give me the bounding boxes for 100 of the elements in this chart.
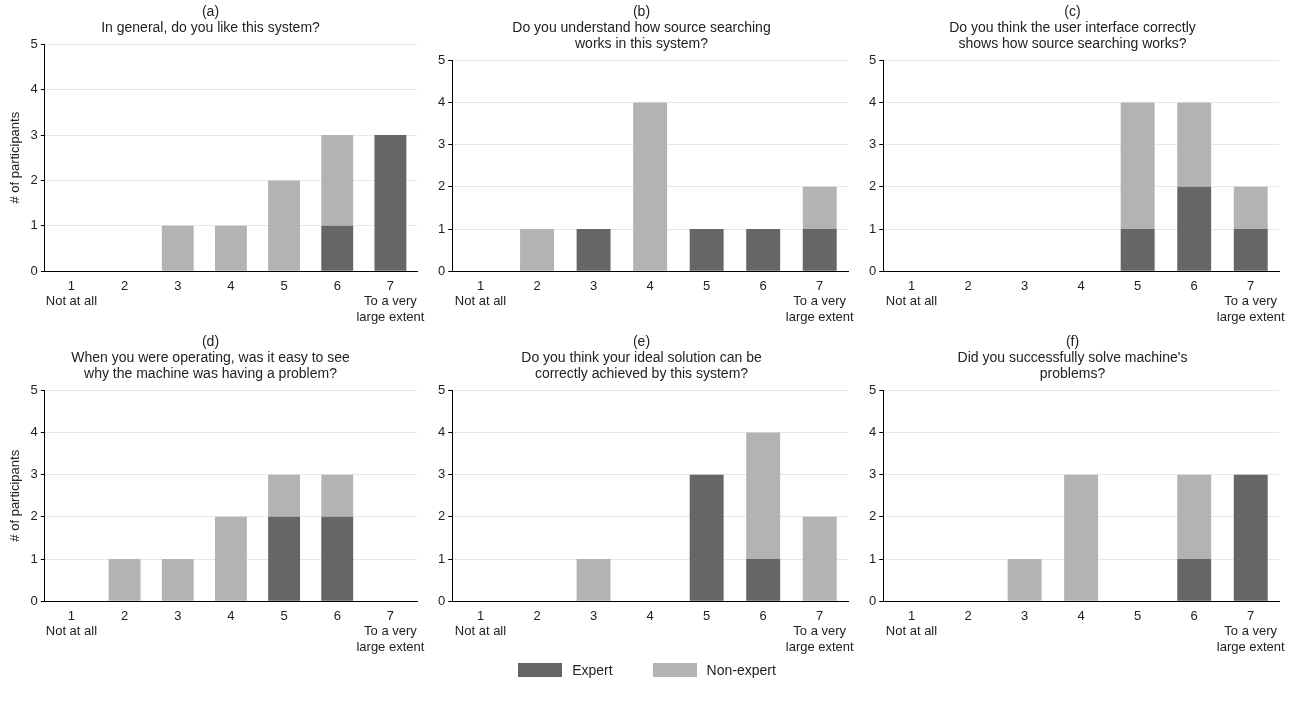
y-tick-label: 2 xyxy=(30,171,38,187)
x-tick-label: 6 xyxy=(759,607,767,623)
y-tick-label: 5 xyxy=(438,381,446,397)
y-tick-label: 1 xyxy=(438,550,446,566)
x-tick-label: 3 xyxy=(174,607,182,623)
y-tick-label: 3 xyxy=(438,466,446,482)
x-tick-label: 6 xyxy=(1190,607,1198,623)
y-tick-label: 3 xyxy=(869,136,877,152)
bar xyxy=(576,559,611,601)
y-tick-label: 3 xyxy=(869,466,877,482)
x-tick-label: 3 xyxy=(1020,277,1029,293)
bar xyxy=(802,186,837,230)
bar xyxy=(321,225,354,271)
x-tick-label: 2 xyxy=(120,607,129,623)
bar xyxy=(1120,229,1155,271)
y-tick-label: 1 xyxy=(869,550,877,566)
x-tick-label: 7 To a very large extent xyxy=(785,277,855,324)
chart-title: (b) xyxy=(632,2,651,19)
x-tick-label: 6 xyxy=(759,277,767,293)
y-tick-label: 5 xyxy=(869,51,877,67)
x-tick-label: 2 xyxy=(120,277,129,293)
x-tick-label: 1 Not at all xyxy=(45,277,98,309)
bar xyxy=(214,516,247,601)
y-tick-label: 5 xyxy=(30,381,38,397)
bar xyxy=(802,229,837,271)
bar xyxy=(321,135,354,226)
y-tick-label: 2 xyxy=(30,508,38,524)
bar xyxy=(1120,102,1155,230)
y-tick-label: 4 xyxy=(869,94,877,110)
y-tick-label: 0 xyxy=(30,262,38,278)
x-tick-label: 4 xyxy=(227,607,235,623)
bar xyxy=(802,516,837,601)
y-tick-label: 1 xyxy=(30,550,38,566)
x-tick-label: 2 xyxy=(964,277,972,293)
x-tick-label: 4 xyxy=(227,277,235,293)
bar xyxy=(268,516,301,601)
bar xyxy=(321,474,354,517)
y-tick-label: 3 xyxy=(30,466,38,482)
y-tick-label: 0 xyxy=(438,262,446,278)
x-tick-label: 2 xyxy=(533,277,541,293)
x-tick-label: 1 Not at all xyxy=(454,607,507,639)
y-tick-label: 3 xyxy=(30,126,38,142)
chart-subtitle: Did you successfully solve machine's problems? xyxy=(957,349,1188,382)
chart-subtitle: When you were operating, was it easy to see why the machine was having a problem? xyxy=(71,349,351,382)
y-tick-label: 2 xyxy=(438,508,446,524)
x-tick-label: 1 Not at all xyxy=(885,607,938,639)
y-tick-label: 1 xyxy=(438,220,446,236)
y-tick-label: 4 xyxy=(438,94,446,110)
bar xyxy=(1233,186,1268,230)
x-tick-label: 3 xyxy=(1020,607,1029,623)
x-tick-label: 5 xyxy=(280,277,288,293)
x-tick-label: 6 xyxy=(333,607,341,623)
chart-subtitle: Do you think the user interface correctly shows how source searching works? xyxy=(949,19,1196,52)
y-tick-label: 2 xyxy=(869,508,877,524)
y-tick-label: 5 xyxy=(30,35,38,51)
y-tick-label: 1 xyxy=(30,217,38,233)
x-tick-label: 5 xyxy=(1134,277,1142,293)
bar xyxy=(1233,229,1268,271)
legend-label: Expert xyxy=(572,662,613,678)
y-tick-label: 0 xyxy=(30,592,38,608)
x-tick-label: 1 Not at all xyxy=(885,277,938,309)
legend-label: Non-expert xyxy=(706,662,776,678)
x-tick-label: 4 xyxy=(1077,607,1085,623)
x-tick-label: 7 To a very large extent xyxy=(1216,607,1286,654)
x-tick-label: 4 xyxy=(646,607,654,623)
bar xyxy=(214,225,247,271)
bar xyxy=(108,559,141,601)
x-tick-label: 7 To a very large extent xyxy=(356,277,425,324)
bar xyxy=(633,102,668,271)
bar xyxy=(268,474,301,517)
y-axis-title: # of participants xyxy=(7,111,23,204)
x-tick-label: 1 Not at all xyxy=(454,277,507,309)
chart-title: (d) xyxy=(201,332,220,349)
x-tick-label: 5 xyxy=(703,607,711,623)
chart-title: (f) xyxy=(1065,332,1080,349)
chart-title: (c) xyxy=(1064,2,1081,19)
y-axis-title: # of participants xyxy=(7,449,23,542)
bar xyxy=(374,135,407,271)
chart-title: (e) xyxy=(632,332,651,349)
y-tick-label: 0 xyxy=(438,592,446,608)
bar xyxy=(268,180,301,271)
x-tick-label: 3 xyxy=(174,277,182,293)
y-tick-label: 1 xyxy=(869,220,877,236)
chart-subtitle: Do you understand how source searching works in this system? xyxy=(512,19,771,52)
y-tick-label: 5 xyxy=(869,381,877,397)
x-tick-label: 5 xyxy=(1134,607,1142,623)
chart-subtitle: Do you think your ideal solution can be correctly achieved by this system? xyxy=(521,349,762,382)
y-tick-label: 2 xyxy=(438,178,446,194)
x-tick-label: 7 To a very large extent xyxy=(785,607,855,654)
y-tick-label: 4 xyxy=(438,424,446,440)
bar xyxy=(1177,186,1212,271)
y-tick-label: 2 xyxy=(869,178,877,194)
x-tick-label: 3 xyxy=(589,277,598,293)
chart-title: (a) xyxy=(201,2,220,19)
bar xyxy=(1177,102,1212,187)
bar xyxy=(689,229,724,271)
x-tick-label: 2 xyxy=(964,607,972,623)
x-tick-label: 6 xyxy=(333,277,341,293)
x-tick-label: 5 xyxy=(703,277,711,293)
y-tick-label: 4 xyxy=(30,424,38,440)
